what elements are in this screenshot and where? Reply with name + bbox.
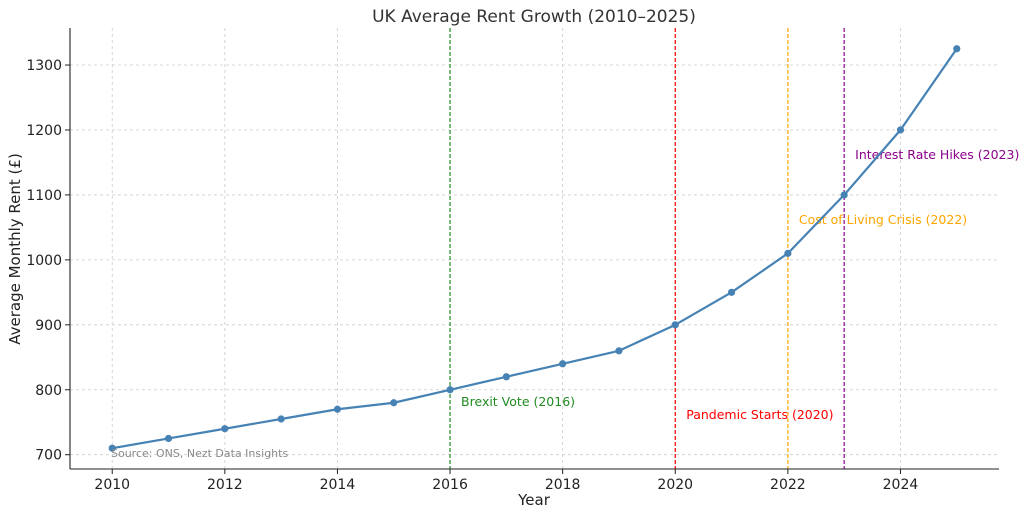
x-axis-label: Year xyxy=(517,491,551,509)
y-axis-label: Average Monthly Rent (£) xyxy=(6,153,24,345)
x-tick-label: 2018 xyxy=(545,477,581,493)
x-tick-label: 2016 xyxy=(432,477,468,493)
data-point xyxy=(108,444,116,452)
data-point xyxy=(164,434,173,443)
data-point xyxy=(446,386,454,394)
data-point xyxy=(784,249,792,257)
y-tick-label: 1300 xyxy=(26,58,62,74)
chart-title: UK Average Rent Growth (2010–2025) xyxy=(372,7,696,27)
series-line xyxy=(112,48,958,450)
y-tick-label: 800 xyxy=(35,383,62,399)
x-tick-label: 2024 xyxy=(883,477,919,493)
event-label: Pandemic Starts (2020) xyxy=(686,407,833,422)
y-tick-label: 900 xyxy=(35,318,62,334)
event-label: Interest Rate Hikes (2023) xyxy=(855,147,1019,162)
data-point xyxy=(559,360,567,368)
data-point xyxy=(333,405,342,413)
x-tick-label: 2012 xyxy=(207,477,243,493)
data-point xyxy=(221,425,229,433)
y-tick-label: 1100 xyxy=(26,188,62,204)
x-tick-label: 2022 xyxy=(770,477,806,493)
data-point xyxy=(277,415,285,423)
event-lines: Brexit Vote (2016) Pandemic Starts (2020)… xyxy=(449,28,1019,469)
data-point xyxy=(502,373,510,381)
source-note: Source: ONS, Nezt Data Insights xyxy=(111,447,288,460)
data-point xyxy=(615,347,623,355)
data-point xyxy=(390,399,398,407)
y-tick-label: 1200 xyxy=(26,123,62,139)
data-point xyxy=(953,45,961,53)
series xyxy=(108,45,961,452)
data-point xyxy=(671,321,679,329)
x-tick-label: 2020 xyxy=(657,477,693,493)
data-point xyxy=(727,288,736,296)
y-tick-label: 700 xyxy=(35,448,62,464)
data-point xyxy=(896,126,905,134)
x-tick-label: 2010 xyxy=(94,477,130,493)
event-label: Brexit Vote (2016) xyxy=(461,394,575,409)
axes: 2010 2012 2014 2016 2018 2020 2022 2024 700 800 90… xyxy=(26,28,999,493)
event-label: Cost of Living Crisis (2022) xyxy=(799,212,967,227)
y-tick-label: 1000 xyxy=(26,253,62,269)
x-tick-label: 2014 xyxy=(320,477,356,493)
data-point xyxy=(840,191,848,199)
